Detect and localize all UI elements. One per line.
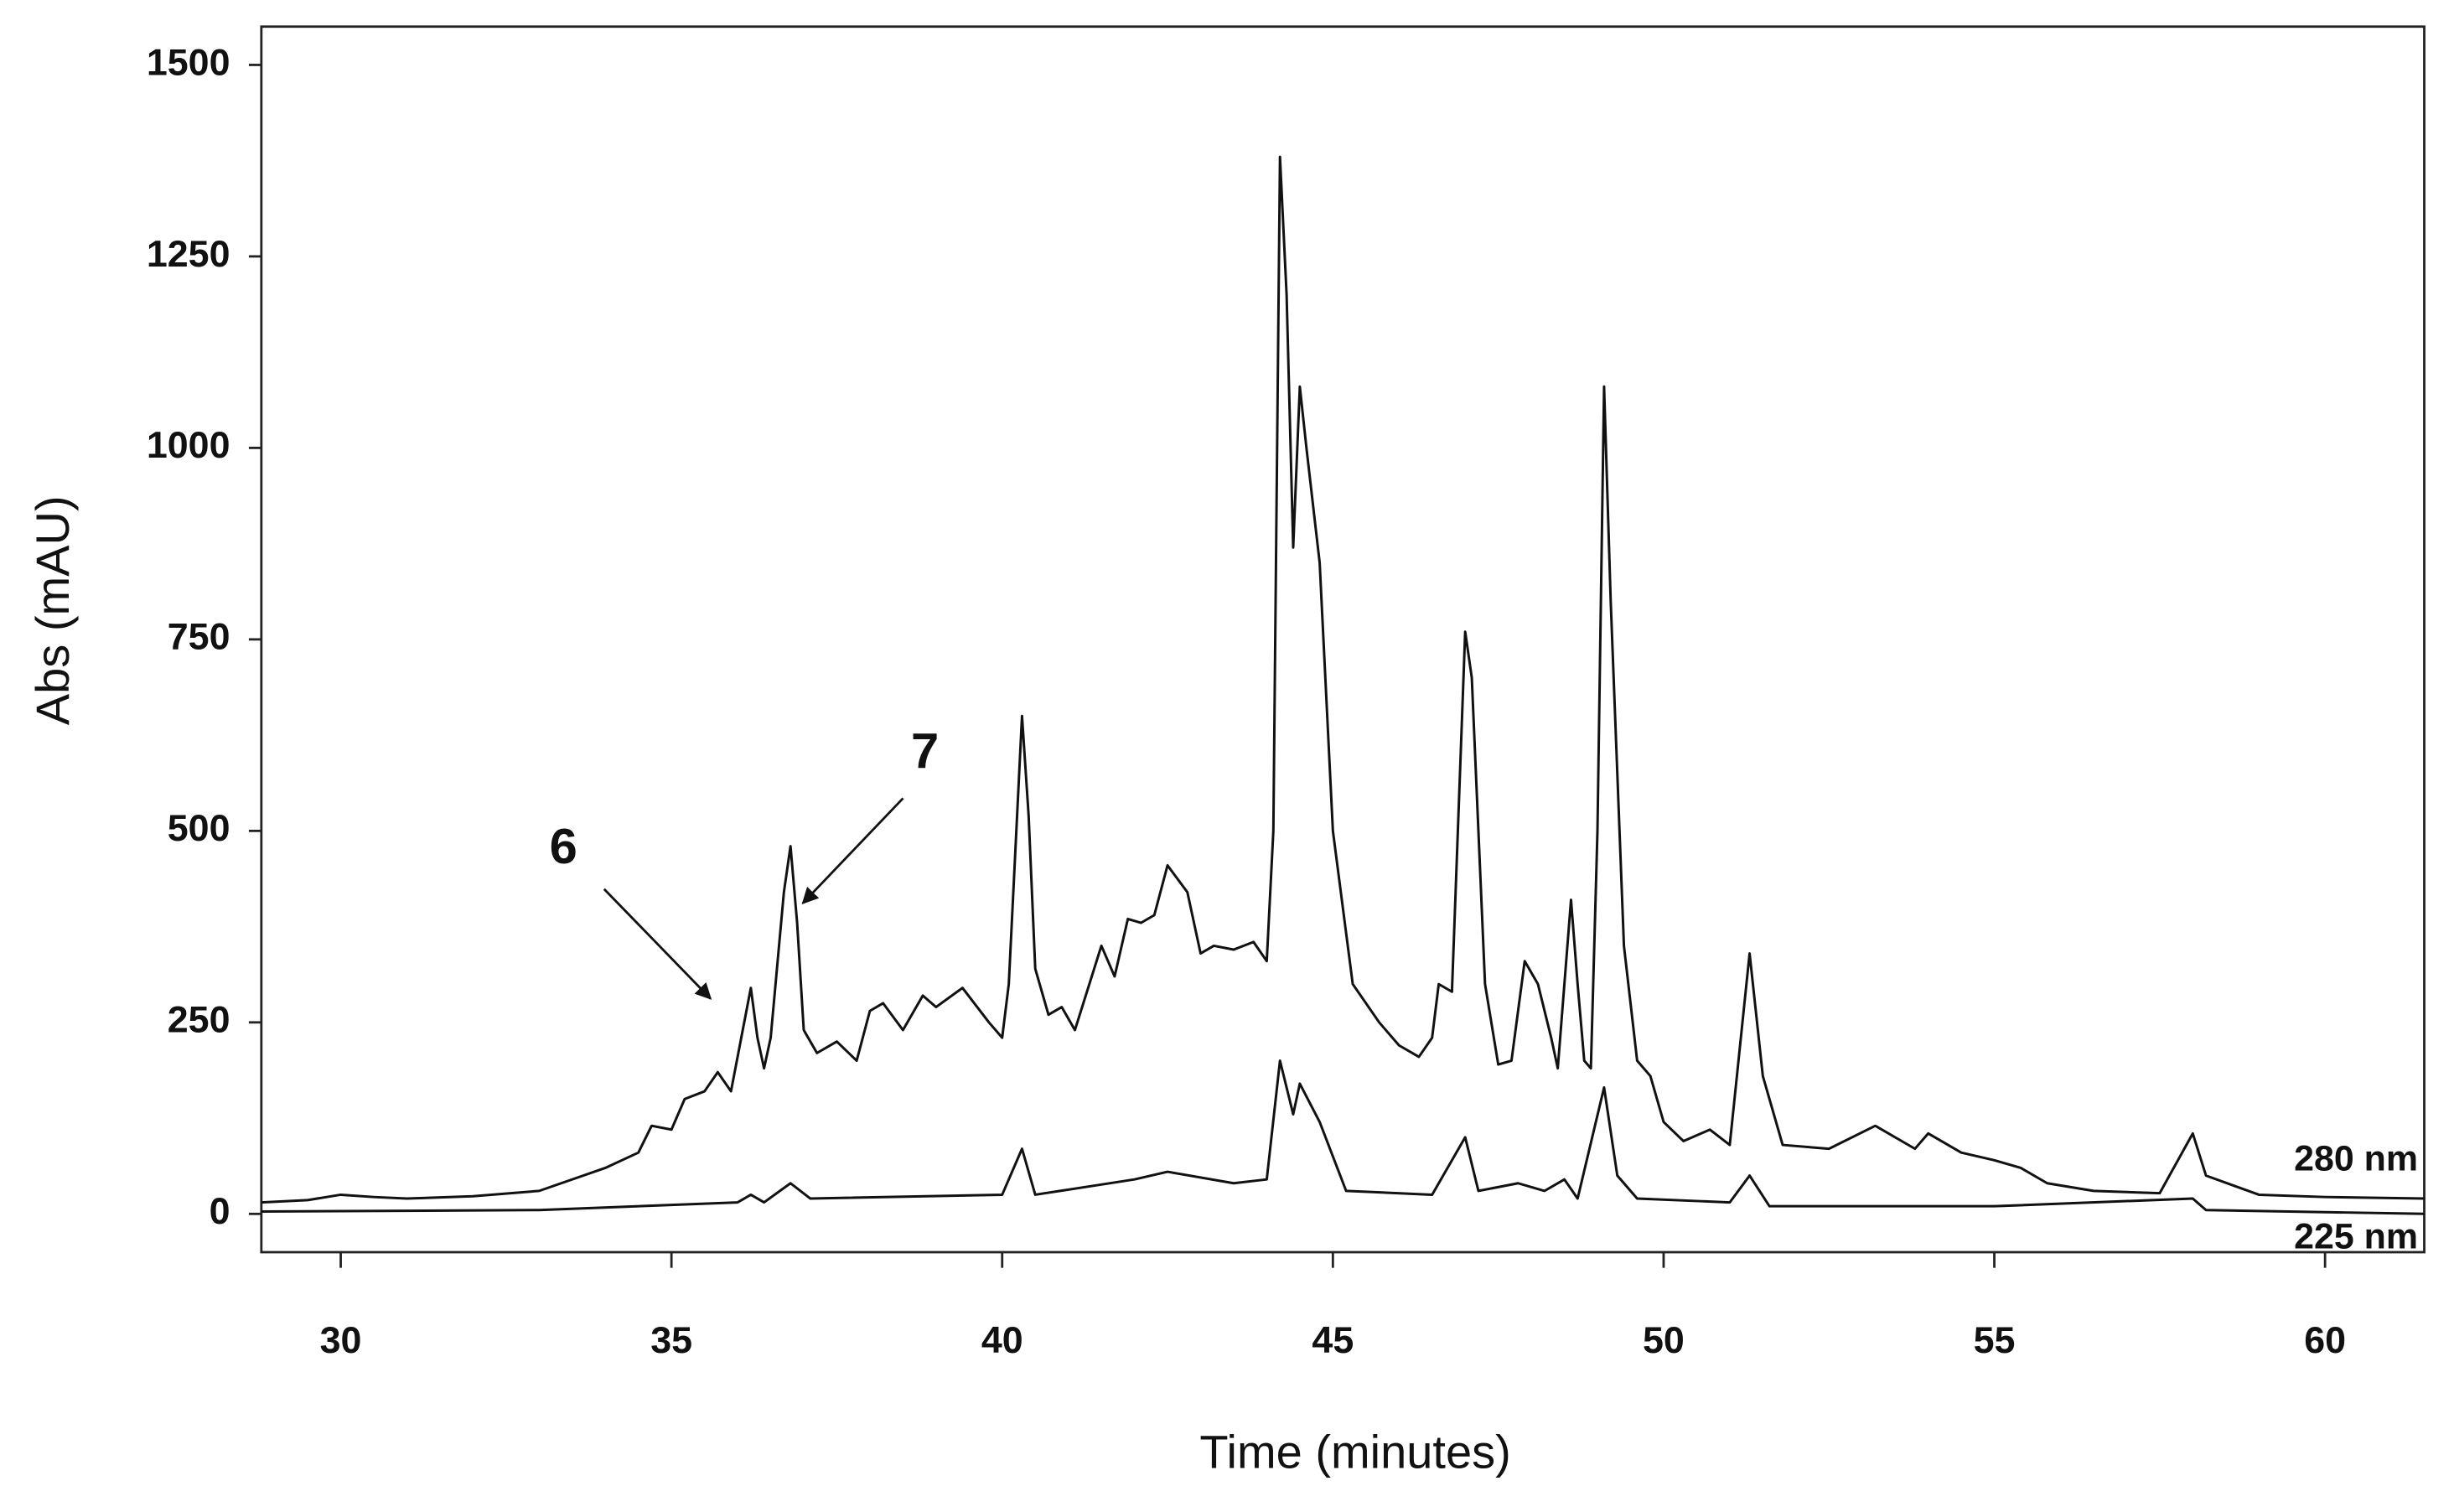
y-tick-label: 1500 — [147, 41, 230, 83]
annotation-arrow — [801, 797, 904, 904]
y-tick-label: 0 — [210, 1190, 230, 1232]
x-tick-label: 55 — [1974, 1319, 2016, 1361]
series-label: 280 nm — [2294, 1139, 2418, 1179]
x-tick-label: 60 — [2304, 1319, 2346, 1361]
x-tick-label: 35 — [650, 1319, 692, 1361]
x-tick-label: 40 — [981, 1319, 1023, 1361]
series-line — [261, 155, 2425, 1204]
annotation-arrow — [603, 888, 712, 1000]
series-label: 225 nm — [2294, 1217, 2418, 1257]
x-axis-title: Time (minutes) — [1199, 1426, 1510, 1478]
annotation: 6 — [550, 818, 577, 874]
plot-frame — [260, 25, 2426, 1254]
y-axis-title: Abs (mAU) — [26, 495, 79, 725]
y-tick-label: 750 — [168, 616, 230, 658]
y-tick-label: 1000 — [147, 424, 230, 466]
y-tick-label: 1250 — [147, 233, 230, 275]
x-tick-label: 50 — [1643, 1319, 1685, 1361]
x-tick-label: 30 — [320, 1319, 362, 1361]
y-tick-label: 250 — [168, 999, 230, 1041]
x-tick-label: 45 — [1312, 1319, 1354, 1361]
y-tick-label: 500 — [168, 807, 230, 849]
series-line — [261, 1059, 2425, 1215]
annotation: 7 — [911, 722, 939, 779]
